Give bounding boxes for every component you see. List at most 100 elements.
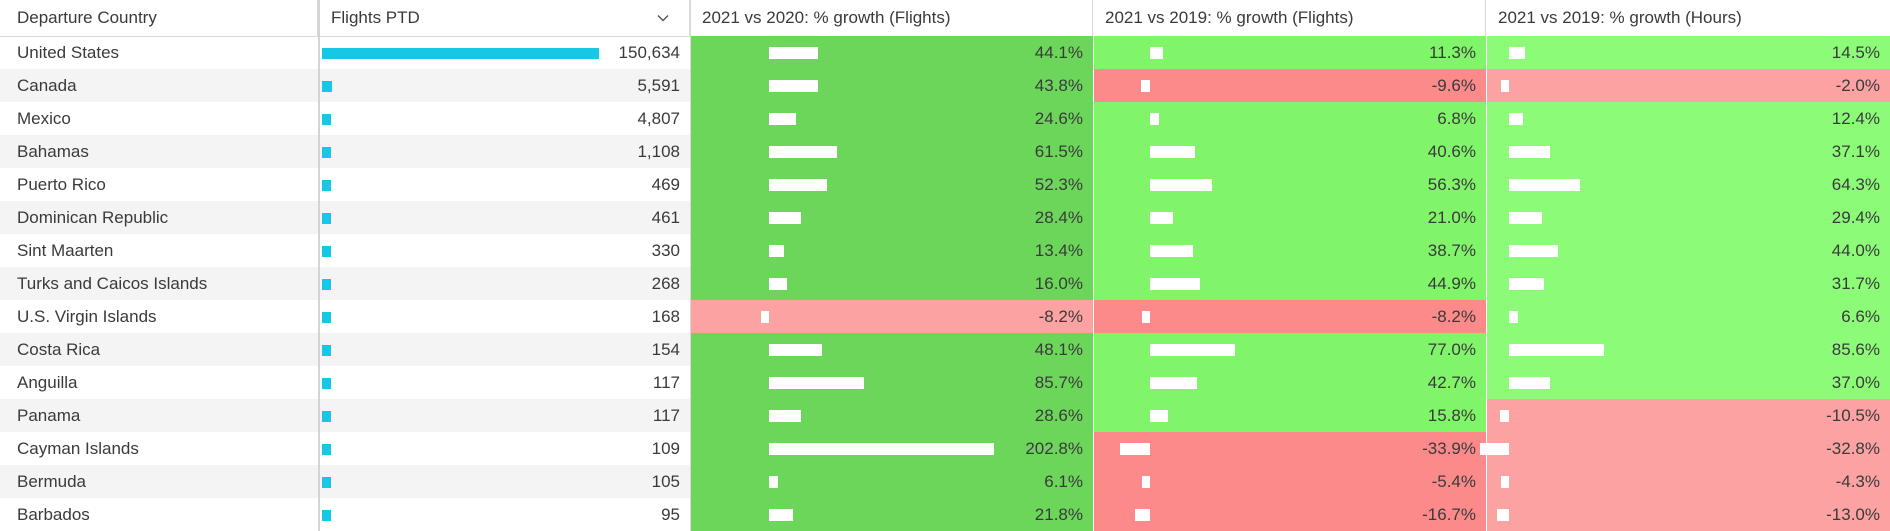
table-row[interactable]: Bermuda 105 6.1% -5.4% -4.3%	[0, 465, 1890, 498]
growth-2019-flights-value: 38.7%	[1427, 241, 1476, 260]
country-name: Turks and Caicos Islands	[17, 274, 208, 293]
growth-2020-flights-cell: 43.8%	[690, 69, 1093, 102]
growth-2019-hours-cell: 44.0%	[1486, 234, 1890, 267]
chevron-down-icon[interactable]	[657, 12, 669, 24]
growth-2020-flights-cell: 28.4%	[690, 201, 1093, 234]
flights-cell: 1,108	[318, 135, 690, 168]
flights-value: 4,807	[637, 109, 680, 128]
growth-2019-hours-value: -32.8%	[1826, 439, 1880, 458]
table-row[interactable]: Panama 117 28.6% 15.8% -10.5%	[0, 399, 1890, 432]
header-flights-ptd-label: Flights PTD	[331, 8, 420, 27]
flights-value: 330	[651, 241, 680, 260]
table-row[interactable]: Bahamas 1,108 61.5% 40.6% 37.1%	[0, 135, 1890, 168]
growth-2020-flights-cell: 28.6%	[690, 399, 1093, 432]
growth-2019-hours-cell: 14.5%	[1486, 36, 1890, 69]
growth-2020-flights-value: -8.2%	[1038, 307, 1083, 326]
growth-2019-flights-cell: -33.9%	[1093, 432, 1486, 465]
flights-bar	[322, 246, 331, 257]
growth-2020-flights-cell: 48.1%	[690, 333, 1093, 366]
flights-cell: 4,807	[318, 102, 690, 135]
growth-2019-flights-value: 77.0%	[1427, 340, 1476, 359]
flights-cell: 117	[318, 366, 690, 399]
table-row[interactable]: Cayman Islands 109 202.8% -33.9% -32.8%	[0, 432, 1890, 465]
growth-2019-flights-cell: 6.8%	[1093, 102, 1486, 135]
flights-bar	[322, 444, 331, 455]
growth-2019-flights-cell: 44.9%	[1093, 267, 1486, 300]
growth-2019-hours-bar	[1509, 47, 1526, 59]
flights-cell: 105	[318, 465, 690, 498]
growth-2019-hours-bar	[1497, 509, 1509, 521]
growth-2019-flights-value: 21.0%	[1427, 208, 1476, 227]
flights-bar	[322, 345, 331, 356]
flights-bar	[322, 180, 331, 191]
flights-bar	[322, 510, 331, 521]
growth-2019-flights-value: -9.6%	[1431, 76, 1476, 95]
table-row[interactable]: Barbados 95 21.8% -16.7% -13.0%	[0, 498, 1890, 531]
growth-2020-flights-cell: 85.7%	[690, 366, 1093, 399]
growth-2020-flights-cell: 44.1%	[690, 36, 1093, 69]
country-name: Bermuda	[17, 472, 86, 491]
growth-2020-flights-bar	[769, 344, 823, 356]
growth-2019-hours-cell: -10.5%	[1486, 399, 1890, 432]
growth-2019-hours-bar	[1509, 245, 1558, 257]
flights-bar	[322, 411, 331, 422]
table-row[interactable]: Mexico 4,807 24.6% 6.8% 12.4%	[0, 102, 1890, 135]
growth-2019-flights-bar	[1150, 245, 1193, 257]
flights-value: 268	[651, 274, 680, 293]
growth-2019-hours-bar	[1479, 443, 1509, 455]
country-cell: Turks and Caicos Islands	[0, 267, 318, 300]
growth-2019-hours-cell: -4.3%	[1486, 465, 1890, 498]
header-growth-2019-hours[interactable]: 2021 vs 2019: % growth (Hours)	[1486, 0, 1890, 36]
table-row[interactable]: Anguilla 117 85.7% 42.7% 37.0%	[0, 366, 1890, 399]
table-row[interactable]: Costa Rica 154 48.1% 77.0% 85.6%	[0, 333, 1890, 366]
growth-2020-flights-bar	[769, 443, 995, 455]
growth-2019-hours-cell: 31.7%	[1486, 267, 1890, 300]
flights-bar	[322, 477, 331, 488]
growth-2019-flights-bar	[1141, 80, 1150, 92]
growth-2019-hours-value: 44.0%	[1831, 241, 1880, 260]
table-row[interactable]: U.S. Virgin Islands 168 -8.2% -8.2% 6.6%	[0, 300, 1890, 333]
header-departure-country[interactable]: Departure Country	[0, 0, 318, 36]
growth-2019-hours-cell: 6.6%	[1486, 300, 1890, 333]
growth-2020-flights-value: 52.3%	[1034, 175, 1083, 194]
growth-2020-flights-cell: 21.8%	[690, 498, 1093, 531]
growth-2019-flights-value: 44.9%	[1427, 274, 1476, 293]
flights-cell: 5,591	[318, 69, 690, 102]
growth-2020-flights-value: 85.7%	[1034, 373, 1083, 392]
header-growth-2020-flights[interactable]: 2021 vs 2020: % growth (Flights)	[690, 0, 1093, 36]
flights-value: 461	[651, 208, 680, 227]
flights-bar	[322, 48, 599, 59]
country-cell: Bermuda	[0, 465, 318, 498]
flights-cell: 461	[318, 201, 690, 234]
growth-2019-hours-value: -13.0%	[1826, 505, 1880, 524]
growth-2020-flights-bar	[769, 47, 818, 59]
table-row[interactable]: Dominican Republic 461 28.4% 21.0% 29.4%	[0, 201, 1890, 234]
flights-value: 117	[652, 373, 680, 392]
growth-2019-hours-bar	[1509, 146, 1551, 158]
country-cell: Anguilla	[0, 366, 318, 399]
country-cell: Bahamas	[0, 135, 318, 168]
table-row[interactable]: Puerto Rico 469 52.3% 56.3% 64.3%	[0, 168, 1890, 201]
growth-2020-flights-cell: 61.5%	[690, 135, 1093, 168]
growth-2019-hours-value: 6.6%	[1841, 307, 1880, 326]
table-row[interactable]: Turks and Caicos Islands 268 16.0% 44.9% 31.…	[0, 267, 1890, 300]
table-row[interactable]: Canada 5,591 43.8% -9.6% -2.0%	[0, 69, 1890, 102]
growth-2019-flights-value: 11.3%	[1429, 43, 1476, 62]
table-row[interactable]: Sint Maarten 330 13.4% 38.7% 44.0%	[0, 234, 1890, 267]
country-name: Puerto Rico	[17, 175, 106, 194]
growth-2019-hours-bar	[1499, 410, 1509, 422]
country-cell: Dominican Republic	[0, 201, 318, 234]
header-flights-ptd[interactable]: Flights PTD	[318, 0, 690, 36]
header-growth-2019-flights[interactable]: 2021 vs 2019: % growth (Flights)	[1093, 0, 1486, 36]
table-row[interactable]: United States 150,634 44.1% 11.3% 14.5%	[0, 36, 1890, 69]
growth-2019-flights-cell: -9.6%	[1093, 69, 1486, 102]
growth-2019-flights-bar	[1142, 476, 1150, 488]
growth-2019-flights-bar	[1119, 443, 1150, 455]
growth-2019-hours-bar	[1501, 80, 1509, 92]
growth-2019-flights-cell: 40.6%	[1093, 135, 1486, 168]
country-cell: Puerto Rico	[0, 168, 318, 201]
flights-cell: 150,634	[318, 36, 690, 69]
flights-value: 5,591	[637, 76, 680, 95]
country-cell: Barbados	[0, 498, 318, 531]
country-name: Panama	[17, 406, 81, 425]
